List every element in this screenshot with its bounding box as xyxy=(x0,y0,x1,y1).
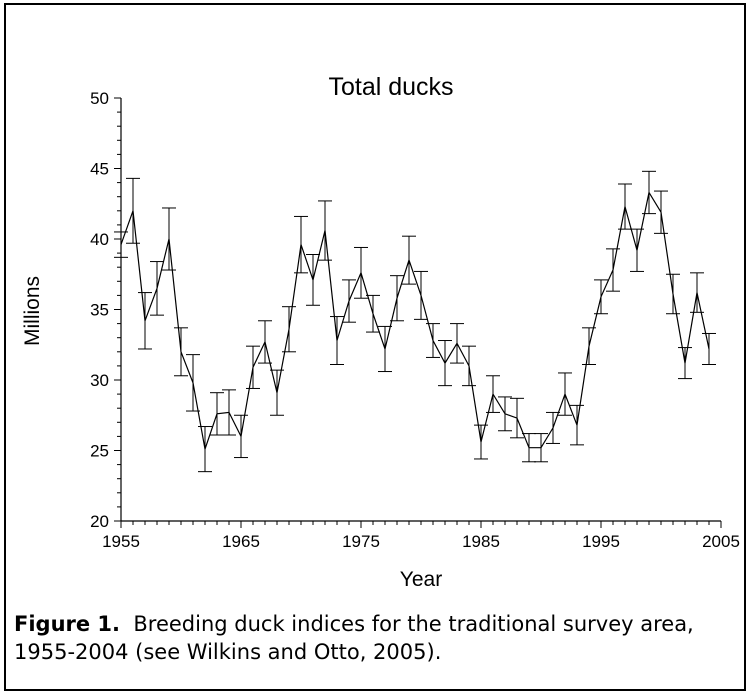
x-tick-label: 1975 xyxy=(342,532,380,551)
y-tick-label: 25 xyxy=(90,442,109,461)
caption-label: Figure 1. xyxy=(14,612,121,636)
y-tick-label: 45 xyxy=(90,160,109,179)
series-line xyxy=(120,190,710,452)
y-tick-label: 20 xyxy=(90,512,109,531)
caption-text: Breeding duck indices for the traditiona… xyxy=(14,612,694,664)
line-chart: Total ducks Millions Year 20 25 30 35 40 45 50… xyxy=(21,73,740,591)
y-tick-label: 30 xyxy=(90,371,109,390)
y-tick-label: 50 xyxy=(90,89,109,108)
figure-frame xyxy=(4,3,746,691)
x-tick-label: 1985 xyxy=(462,532,500,551)
x-tick-label: 1955 xyxy=(102,532,140,551)
y-axis-label: Millions xyxy=(21,276,44,346)
y-tick-label: 40 xyxy=(90,230,109,249)
chart-title: Total ducks xyxy=(328,73,453,101)
x-tick-label: 1965 xyxy=(222,532,260,551)
x-tick-label: 2005 xyxy=(702,532,740,551)
y-tick-label: 35 xyxy=(90,301,109,320)
x-tick-label: 1995 xyxy=(582,532,620,551)
x-axis-label: Year xyxy=(400,568,442,591)
figure-caption: Figure 1. Breeding duck indices for the … xyxy=(14,610,734,666)
